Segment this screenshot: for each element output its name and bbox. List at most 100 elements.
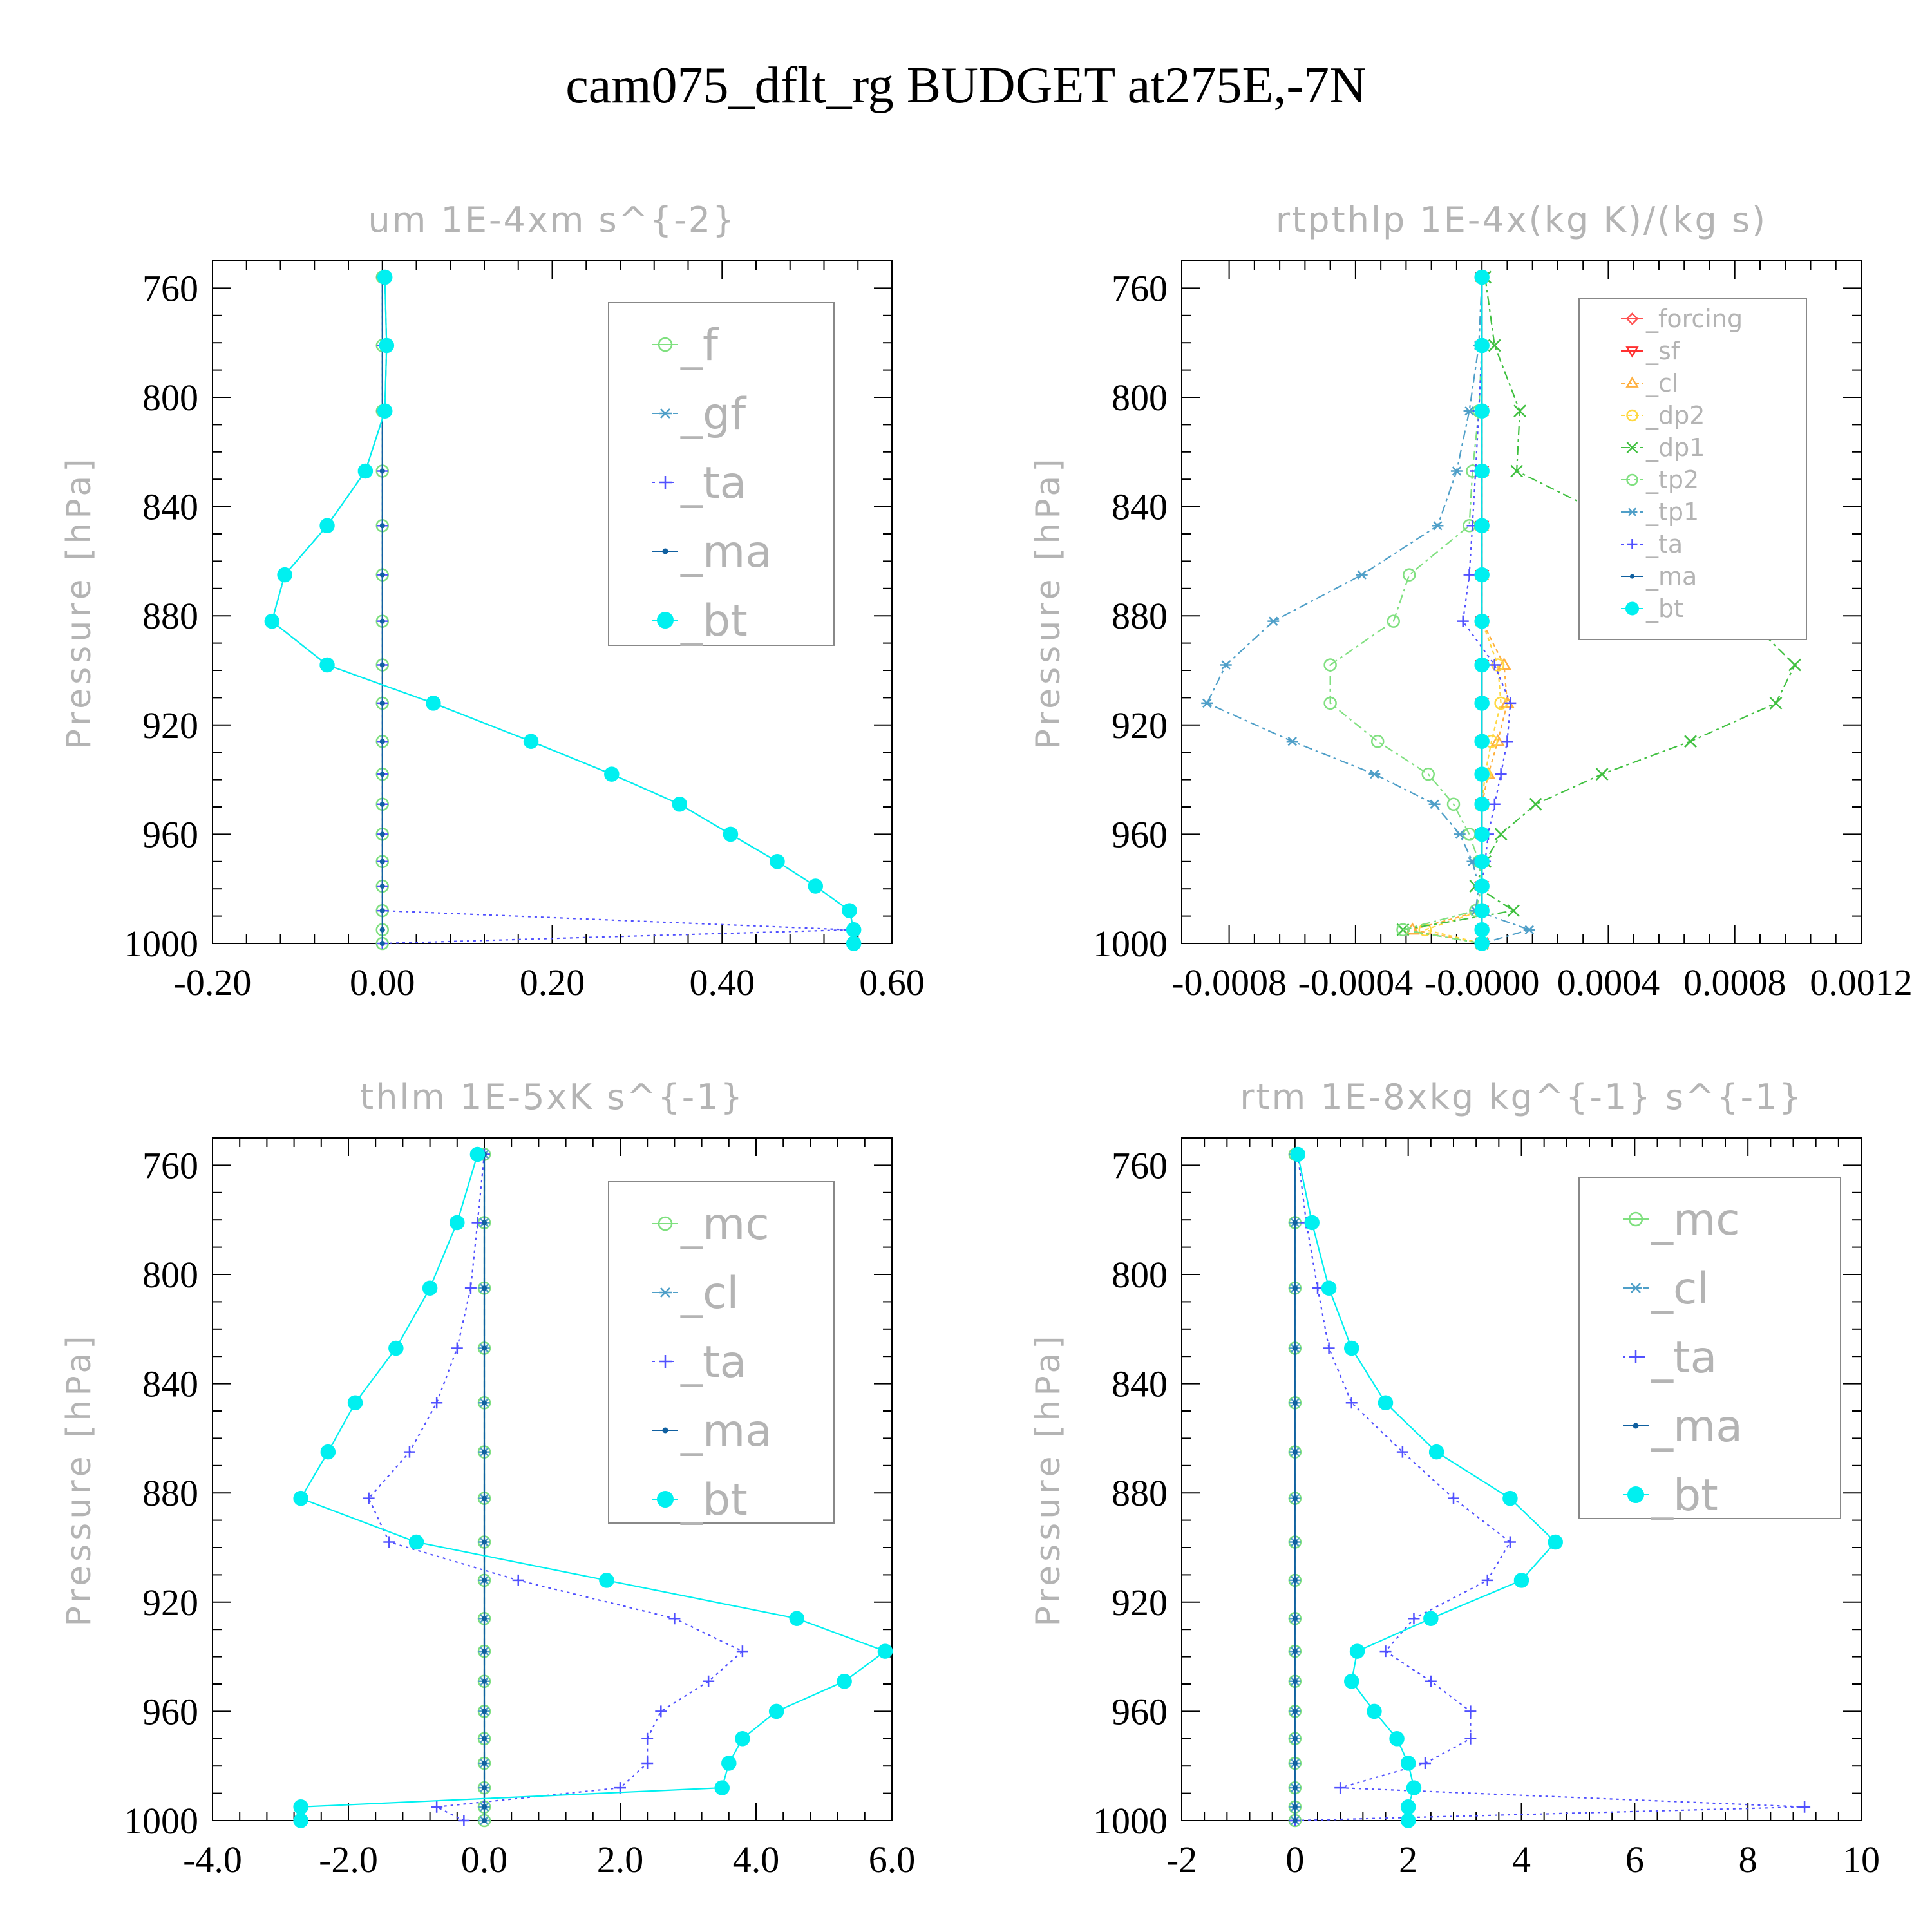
data-point xyxy=(703,1675,715,1687)
data-point xyxy=(1474,766,1490,782)
data-point xyxy=(1323,696,1337,710)
data-point xyxy=(1403,568,1416,582)
series-bt xyxy=(1474,269,1490,951)
panel-title: um 1E-4xm s^{-2} xyxy=(368,200,737,240)
legend-marker xyxy=(1625,601,1639,616)
data-point xyxy=(293,1813,308,1828)
y-tick-label: 1000 xyxy=(1093,1800,1168,1842)
data-point xyxy=(458,1815,470,1826)
x-tick-label: 0.0 xyxy=(461,1839,508,1880)
data-point xyxy=(1419,1757,1432,1769)
x-tick-label: 4 xyxy=(1512,1839,1531,1880)
data-point xyxy=(1406,1780,1422,1795)
data-point xyxy=(1292,1400,1298,1406)
legend-entry: _bt xyxy=(680,596,748,647)
data-point xyxy=(1292,1345,1298,1351)
data-point xyxy=(1494,828,1508,841)
data-point xyxy=(422,1280,438,1296)
data-point xyxy=(1323,658,1337,672)
data-point xyxy=(481,1616,488,1622)
y-tick-label: 920 xyxy=(142,705,198,746)
data-point xyxy=(1201,698,1213,708)
x-tick-label: -0.0000 xyxy=(1425,961,1540,1003)
y-tick-label: 920 xyxy=(1112,705,1168,746)
data-point xyxy=(379,739,385,744)
data-point xyxy=(1464,1732,1477,1745)
legend-box xyxy=(608,302,835,646)
legend-entry: _ta xyxy=(680,458,746,509)
legend-marker xyxy=(659,476,672,489)
y-tick-label: 800 xyxy=(142,377,198,419)
legend-marker xyxy=(657,1491,674,1508)
x-tick-label: 10 xyxy=(1842,1839,1880,1880)
data-point xyxy=(714,1780,730,1795)
legend-entry: _sf xyxy=(1645,337,1681,365)
series-ta xyxy=(363,1148,748,1826)
x-tick-label: 4.0 xyxy=(733,1839,780,1880)
data-point xyxy=(668,1613,681,1625)
data-point xyxy=(1368,769,1381,779)
panel-title: thlm 1E-5xK s^{-1} xyxy=(360,1077,744,1117)
legend-marker xyxy=(1627,507,1638,516)
legend-marker xyxy=(659,1287,672,1298)
data-point xyxy=(1367,1703,1382,1719)
data-point xyxy=(1286,737,1298,746)
data-point xyxy=(1344,1340,1359,1356)
data-point xyxy=(377,403,393,419)
data-point xyxy=(770,854,785,869)
data-point xyxy=(1474,613,1490,629)
data-point xyxy=(451,1342,463,1354)
data-point xyxy=(1432,521,1444,531)
legend-marker xyxy=(662,548,668,554)
legend-box xyxy=(1578,298,1807,640)
legend-entry: _forcing xyxy=(1645,305,1743,333)
x-tick-label: 0.0008 xyxy=(1683,961,1786,1003)
data-point xyxy=(1495,768,1507,781)
data-point xyxy=(379,908,385,914)
data-point xyxy=(469,1146,486,1162)
data-point xyxy=(1474,337,1490,354)
x-tick-label: 0.60 xyxy=(859,961,925,1003)
data-point xyxy=(1349,1643,1365,1659)
legend-marker xyxy=(1625,346,1639,358)
legend-entry: _dp2 xyxy=(1645,401,1705,430)
x-tick-label: -0.0004 xyxy=(1298,961,1413,1003)
legend-marker xyxy=(1626,473,1638,486)
series-ma xyxy=(481,1151,488,1824)
data-point xyxy=(481,1285,488,1291)
y-tick-label: 1000 xyxy=(124,1800,198,1842)
data-point xyxy=(471,1217,484,1229)
data-point xyxy=(379,662,385,668)
data-point xyxy=(1378,1395,1394,1411)
x-tick-label: -4.0 xyxy=(183,1839,242,1880)
data-point xyxy=(1488,798,1501,810)
legend-entry: _f xyxy=(680,320,719,371)
data-point xyxy=(1490,734,1505,746)
data-point xyxy=(1474,797,1490,812)
legend: _mc _cl _ta _ma _bt xyxy=(608,1181,835,1526)
y-tick-label: 1000 xyxy=(1093,923,1168,965)
data-point xyxy=(1474,269,1490,285)
y-tick-label: 920 xyxy=(1112,1582,1168,1624)
data-point xyxy=(481,1577,488,1583)
data-point xyxy=(481,1449,488,1455)
legend-entry: _ma xyxy=(680,1406,772,1457)
plot-frame xyxy=(1181,260,1862,944)
data-point xyxy=(1345,1397,1358,1409)
legend-entry: _ta xyxy=(1645,530,1683,558)
data-point xyxy=(1474,936,1490,951)
data-point xyxy=(481,1400,488,1406)
data-point xyxy=(1474,878,1490,894)
data-point xyxy=(1474,734,1490,749)
data-point xyxy=(1510,464,1524,478)
data-point xyxy=(319,518,335,534)
data-point xyxy=(1370,734,1385,748)
data-point xyxy=(1474,826,1490,842)
data-point xyxy=(1548,1534,1563,1550)
series-cl xyxy=(1405,269,1515,949)
data-point xyxy=(264,613,280,629)
y-tick-label: 800 xyxy=(1112,377,1168,419)
panel-title: rtpthlp 1E-4x(kg K)/(kg s) xyxy=(1276,200,1767,240)
series-bt xyxy=(293,1146,893,1828)
data-point xyxy=(379,618,385,624)
